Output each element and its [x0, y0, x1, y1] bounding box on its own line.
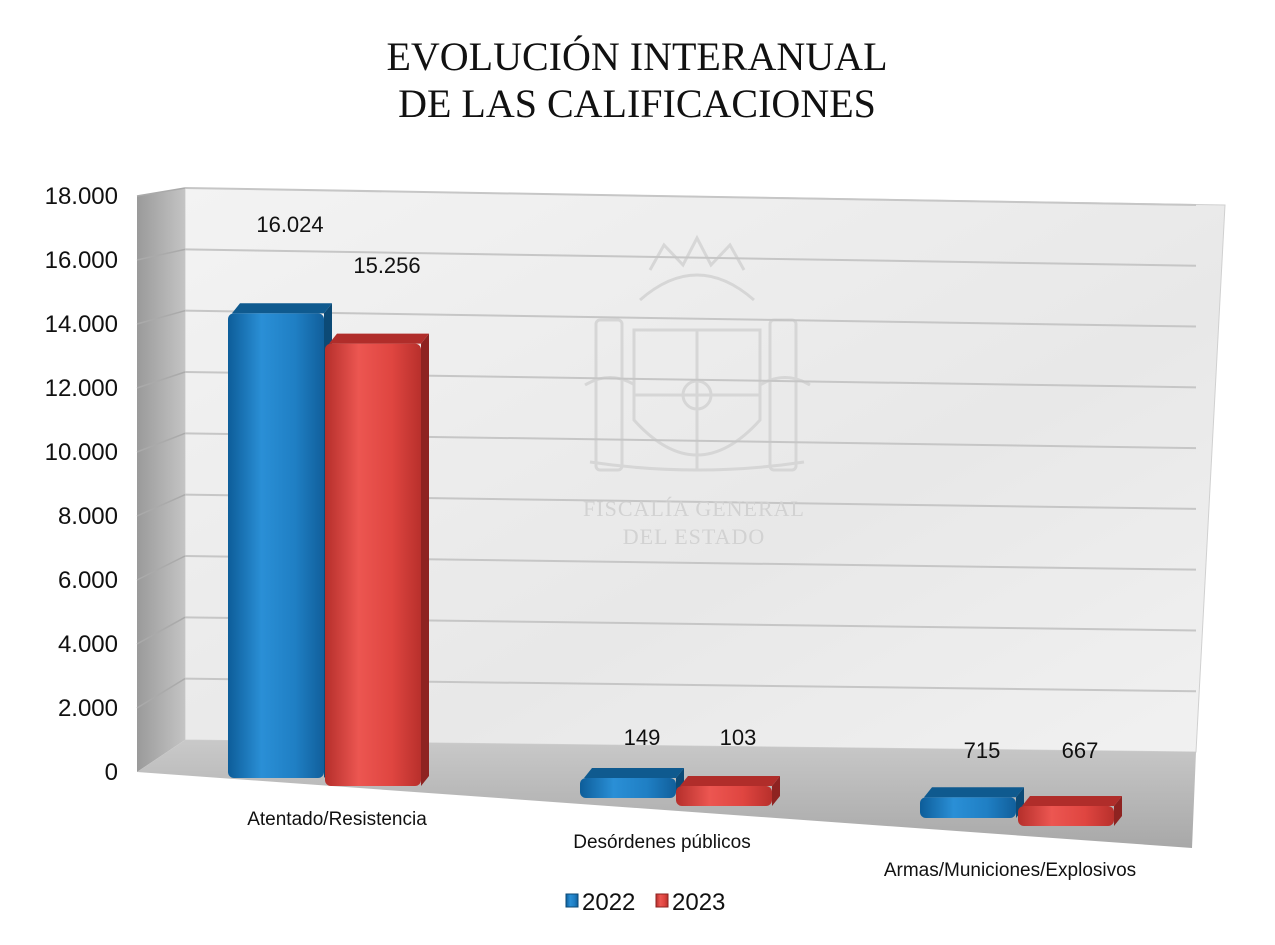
data-label: 103: [720, 725, 757, 750]
legend: 2022 2023: [565, 889, 725, 916]
bar-front: [228, 313, 324, 778]
bar-front: [676, 786, 772, 806]
bar-2023-1: [676, 776, 780, 806]
gridline-side: [136, 371, 186, 389]
y-tick-label: 4.000: [58, 631, 118, 658]
legend-label: 2023: [672, 889, 725, 916]
bar-top: [584, 768, 684, 778]
data-label: 715: [964, 738, 1001, 763]
plot-side-wall: [137, 188, 185, 772]
watermark-text-line: FISCALÍA GENERAL: [583, 496, 805, 521]
y-axis-ticks: 0 2.000 4.000 6.000 8.000 10.000 12.000 14.000 1…: [45, 183, 118, 786]
legend-swatch: [565, 893, 579, 908]
y-tick-label: 0: [105, 759, 118, 786]
bar-2023-0: [325, 333, 429, 786]
y-tick-label: 12.000: [45, 375, 118, 402]
gridline-side: [136, 616, 186, 645]
category-labels: Atentado/Resistencia Desórdenes públicos A…: [247, 809, 1136, 881]
data-label: 667: [1062, 738, 1099, 763]
bar-front: [580, 778, 676, 798]
bar-top: [680, 776, 780, 786]
legend-item-2022: 2022: [565, 889, 635, 916]
watermark-text: FISCALÍA GENERAL DEL ESTADO: [583, 496, 805, 549]
gridline: [184, 187, 1197, 206]
gridline-side: [136, 678, 186, 709]
chart-title-line-2: DE LAS CALIFICACIONES: [398, 81, 876, 126]
legend-swatch: [655, 893, 669, 908]
gridline: [184, 248, 1197, 267]
gridline-side: [136, 309, 186, 325]
category-label: Armas/Municiones/Explosivos: [884, 860, 1136, 881]
bar-side: [421, 333, 429, 786]
data-labels: 16.024 15.256 149 103 715 667: [256, 212, 1098, 763]
data-label: 16.024: [256, 212, 323, 237]
y-tick-label: 8.000: [58, 503, 118, 530]
watermark-text-line: DEL ESTADO: [623, 524, 765, 549]
bar-2022-0: [228, 303, 332, 778]
gridline-side: [136, 555, 186, 581]
legend-item-2023: 2023: [655, 889, 725, 916]
chart-title: EVOLUCIÓN INTERANUAL DE LAS CALIFICACION…: [386, 34, 887, 126]
bar-2022-1: [580, 768, 684, 798]
category-label: Desórdenes públicos: [573, 832, 750, 853]
gridline-side: [136, 432, 186, 453]
chart-title-line-1: EVOLUCIÓN INTERANUAL: [386, 34, 887, 79]
legend-label: 2022: [582, 889, 635, 916]
gridline-side: [136, 493, 186, 517]
gridline-side: [136, 187, 186, 197]
data-label: 15.256: [353, 253, 420, 278]
category-label: Atentado/Resistencia: [247, 809, 427, 830]
gridline: [184, 309, 1197, 328]
y-tick-label: 10.000: [45, 439, 118, 466]
y-tick-label: 18.000: [45, 183, 118, 210]
bar-top: [1022, 796, 1122, 806]
bar-front: [1018, 806, 1114, 826]
bar-top: [924, 787, 1024, 798]
y-tick-label: 2.000: [58, 695, 118, 722]
bar-front: [325, 343, 421, 786]
y-tick-label: 6.000: [58, 567, 118, 594]
bar-top: [329, 333, 429, 344]
bar-top: [232, 303, 332, 314]
bar-2023-2: [1018, 796, 1122, 826]
y-tick-label: 16.000: [45, 247, 118, 274]
bar-2022-2: [920, 787, 1024, 818]
y-tick-label: 14.000: [45, 311, 118, 338]
bars: [228, 303, 1122, 826]
gridline-side: [136, 248, 186, 261]
bar-front: [920, 797, 1016, 818]
data-label: 149: [624, 725, 661, 750]
